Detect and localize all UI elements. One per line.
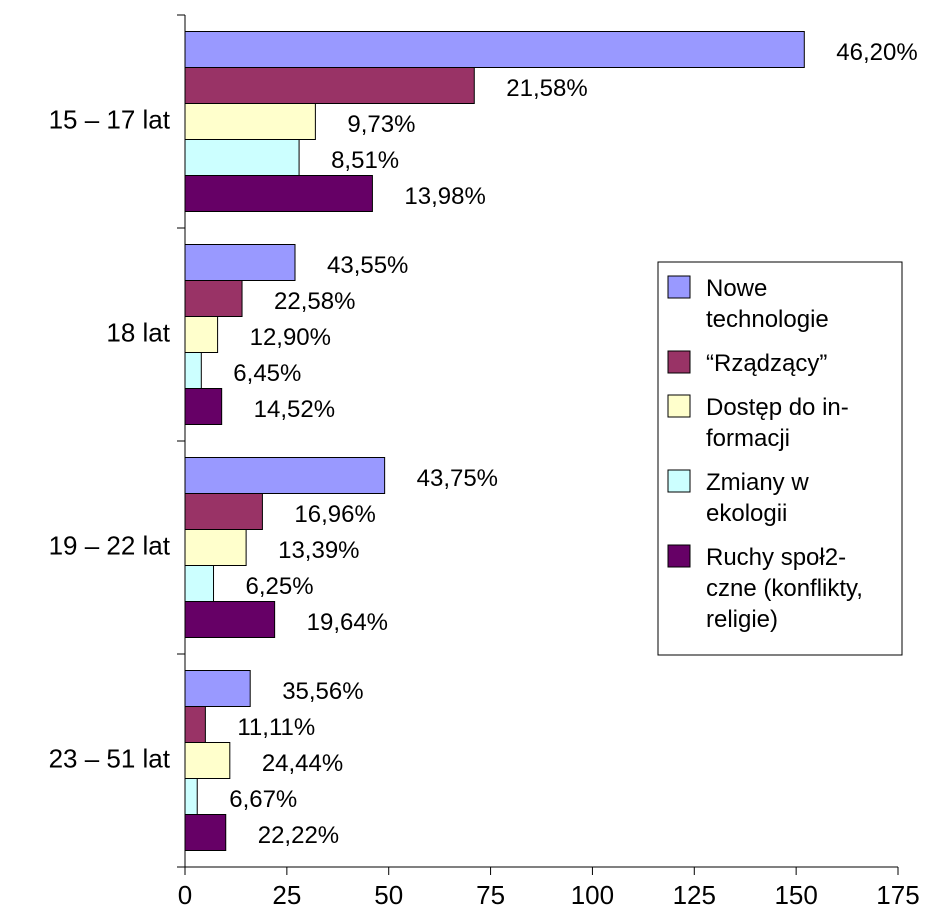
legend-line: formacji <box>706 425 790 452</box>
legend-swatch <box>667 394 691 418</box>
bar <box>184 565 215 602</box>
data-label: 11,11% <box>237 714 315 741</box>
bar <box>184 814 227 851</box>
legend-line: Ruchy społ2- <box>706 544 846 571</box>
category-label: 23 – 51 lat <box>49 743 171 773</box>
data-label: 35,56% <box>282 678 363 705</box>
legend-label: “Rządzący” <box>706 350 827 377</box>
x-tick-label: 25 <box>272 880 301 910</box>
legend-label: Dostęp do in-formacji <box>706 394 849 452</box>
data-label: 19,64% <box>307 609 388 636</box>
data-label: 6,25% <box>246 573 314 600</box>
data-label: 22,58% <box>274 288 355 315</box>
bar <box>184 175 373 212</box>
bar <box>184 31 805 68</box>
category-label: 19 – 22 lat <box>49 530 171 560</box>
bar <box>184 706 206 743</box>
legend-label: Zmiany w ekologii <box>706 469 809 527</box>
x-tick-label: 75 <box>476 880 505 910</box>
bar <box>184 601 276 638</box>
data-label: 16,96% <box>294 501 375 528</box>
x-tick-label: 0 <box>178 880 192 910</box>
bar <box>184 280 243 317</box>
bar <box>184 139 300 176</box>
data-label: 8,51% <box>331 147 399 174</box>
data-label: 46,20% <box>836 39 917 66</box>
data-label: 9,73% <box>347 111 415 138</box>
bar <box>184 529 247 566</box>
bar <box>184 103 316 140</box>
bar <box>184 493 263 530</box>
bar <box>184 742 231 779</box>
data-label: 6,45% <box>233 360 301 387</box>
data-label: 24,44% <box>262 750 343 777</box>
bar <box>184 244 296 281</box>
legend-label: Ruchy społ2- czne (konflikty, religie) <box>706 544 863 633</box>
data-label: 43,75% <box>417 465 498 492</box>
data-label: 14,52% <box>254 396 335 423</box>
x-tick-label: 175 <box>876 880 919 910</box>
legend-swatch <box>667 350 691 374</box>
legend-label: Nowe technologie <box>706 275 829 333</box>
bar <box>184 670 251 707</box>
legend-line: “Rządzący” <box>706 350 827 377</box>
legend-line: Zmiany w <box>706 469 809 496</box>
data-label: 13,98% <box>404 183 485 210</box>
legend-line: Dostęp do in- <box>706 394 849 421</box>
x-tick-label: 125 <box>673 880 716 910</box>
category-label: 15 – 17 lat <box>49 104 171 134</box>
x-tick-label: 50 <box>374 880 403 910</box>
x-tick-label: 100 <box>571 880 614 910</box>
bar <box>184 778 198 815</box>
category-label: 18 lat <box>106 317 170 347</box>
x-tick-label: 150 <box>774 880 817 910</box>
bar <box>184 388 223 425</box>
data-label: 21,58% <box>506 75 587 102</box>
legend-swatch <box>667 469 691 493</box>
data-label: 43,55% <box>327 252 408 279</box>
bar <box>184 352 202 389</box>
legend-swatch <box>667 544 691 568</box>
legend-swatch <box>667 275 691 299</box>
legend-line: Nowe <box>706 275 767 302</box>
bar <box>184 316 219 353</box>
bar <box>184 67 475 104</box>
data-label: 12,90% <box>250 324 331 351</box>
legend-line: czne (konflikty, <box>706 575 863 602</box>
legend-line: religie) <box>706 606 778 633</box>
legend-line: technologie <box>706 306 829 333</box>
data-label: 22,22% <box>258 822 339 849</box>
legend-box <box>657 261 903 656</box>
data-label: 6,67% <box>229 786 297 813</box>
legend-line: ekologii <box>706 500 787 527</box>
bar <box>184 457 386 494</box>
data-label: 13,39% <box>278 537 359 564</box>
